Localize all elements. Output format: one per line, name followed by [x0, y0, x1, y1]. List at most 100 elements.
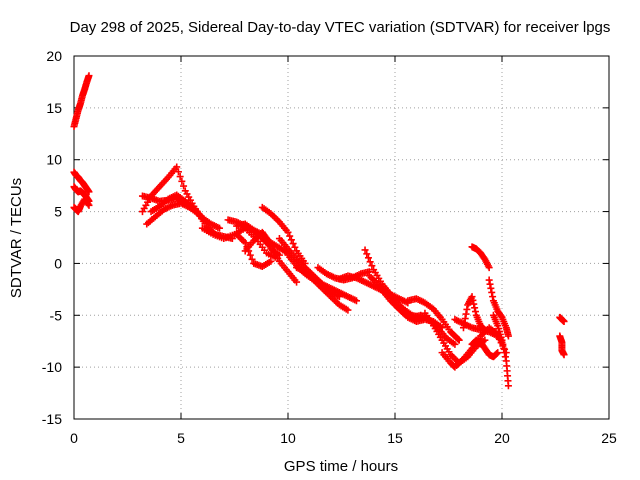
- data-point: [246, 251, 254, 259]
- data-point: [84, 200, 92, 208]
- data-points: [70, 72, 568, 390]
- data-point: [488, 288, 496, 296]
- series-arc14: [258, 203, 309, 267]
- data-point: [174, 168, 182, 176]
- series-arc3: [70, 183, 93, 205]
- data-point: [460, 319, 468, 327]
- data-point: [286, 232, 294, 240]
- y-tick-label: 20: [46, 48, 62, 64]
- data-point: [501, 349, 509, 357]
- series-arc19: [335, 272, 412, 307]
- x-tick-label: 0: [70, 430, 78, 446]
- data-point: [173, 163, 181, 171]
- data-point: [494, 349, 502, 357]
- series-arc29: [468, 336, 502, 361]
- y-tick-label: 10: [46, 152, 62, 168]
- data-point: [486, 280, 494, 288]
- x-tick-label: 25: [601, 430, 617, 446]
- data-point: [500, 344, 508, 352]
- y-tick-label: -15: [42, 411, 62, 427]
- series-arc17: [293, 264, 360, 305]
- y-tick-label: 15: [46, 100, 62, 116]
- x-tick-label: 15: [387, 430, 403, 446]
- y-tick-label: 5: [54, 204, 62, 220]
- data-point: [493, 349, 501, 357]
- series-arc31: [485, 276, 512, 340]
- data-point: [368, 262, 376, 270]
- y-tick-label: -10: [42, 359, 62, 375]
- grid-lines: [74, 56, 609, 419]
- series-arc1: [70, 72, 93, 131]
- data-point: [487, 284, 495, 292]
- data-point: [560, 318, 568, 326]
- x-tick-label: 20: [494, 430, 510, 446]
- data-point: [287, 236, 295, 244]
- data-point: [344, 306, 352, 314]
- data-point: [461, 315, 469, 323]
- data-point: [498, 336, 506, 344]
- data-point: [216, 224, 224, 232]
- data-point: [469, 296, 477, 304]
- data-point: [485, 264, 493, 272]
- data-point: [85, 201, 93, 209]
- data-point: [481, 336, 489, 344]
- series-arc20: [361, 246, 395, 299]
- data-point: [363, 250, 371, 258]
- series-arc30: [468, 243, 493, 272]
- data-point: [178, 177, 186, 185]
- chart-title: Day 298 of 2025, Sidereal Day-to-day VTE…: [70, 19, 611, 36]
- data-point: [504, 332, 512, 340]
- plot-frame: [73, 55, 610, 420]
- data-point: [455, 336, 463, 344]
- data-point: [485, 276, 493, 284]
- x-axis-label: GPS time / hours: [284, 458, 398, 475]
- data-point: [481, 326, 489, 334]
- data-point: [468, 293, 476, 301]
- data-point: [267, 257, 275, 265]
- data-point: [470, 300, 478, 308]
- data-point: [499, 340, 507, 348]
- x-axis-ticks: 0 5 10 15 20 25: [70, 56, 617, 446]
- data-point: [471, 304, 479, 312]
- series-arc24: [404, 295, 463, 344]
- data-point: [459, 324, 467, 332]
- series-arc32: [489, 311, 512, 390]
- data-point: [176, 173, 184, 181]
- data-point: [504, 382, 512, 390]
- data-point: [501, 353, 509, 361]
- y-tick-label: 0: [54, 255, 62, 271]
- data-point: [462, 310, 470, 318]
- series-arc8: [147, 191, 206, 222]
- data-point: [248, 255, 256, 263]
- data-point: [241, 239, 249, 247]
- y-axis-ticks: -15 -10 -5 0 5 10 15 20: [42, 48, 609, 427]
- data-point: [289, 240, 297, 248]
- data-point: [275, 251, 283, 259]
- series-arc11: [233, 230, 275, 271]
- data-point: [454, 335, 462, 343]
- y-axis-label: SDTVAR / TECUs: [8, 178, 25, 298]
- data-point: [85, 188, 93, 196]
- data-point: [560, 351, 568, 359]
- data-point: [198, 214, 206, 222]
- data-point: [366, 258, 374, 266]
- y-tick-label: -5: [50, 307, 63, 323]
- data-point: [291, 243, 299, 251]
- data-point: [364, 254, 372, 262]
- series-arc33: [556, 313, 568, 326]
- data-point: [489, 293, 497, 301]
- data-point: [180, 182, 188, 190]
- series-arc34: [556, 332, 568, 359]
- data-point: [85, 72, 93, 80]
- series-arc4: [70, 195, 93, 216]
- x-tick-label: 10: [280, 430, 296, 446]
- data-point: [451, 340, 459, 348]
- data-point: [480, 325, 488, 333]
- series-arc2: [70, 168, 93, 196]
- data-point: [463, 305, 471, 313]
- series-arc28: [459, 293, 489, 334]
- data-point: [352, 297, 360, 305]
- data-point: [284, 228, 292, 236]
- data-point: [293, 278, 301, 286]
